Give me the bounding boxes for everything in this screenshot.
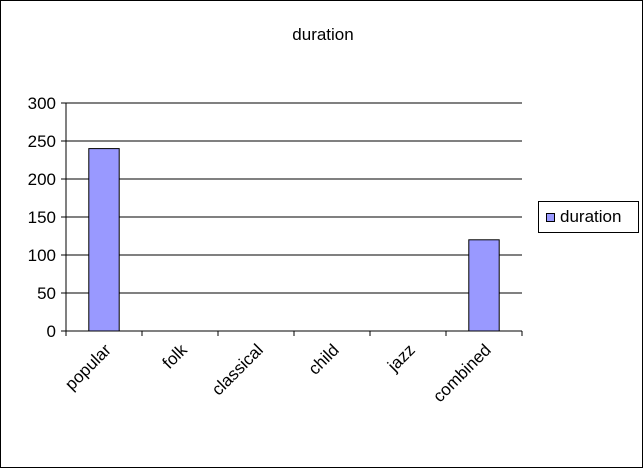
- y-tick-label: 300: [28, 94, 56, 113]
- x-tick-label-jazz: jazz: [383, 340, 419, 376]
- bar-combined: [468, 239, 500, 332]
- y-tick-label: 200: [28, 170, 56, 189]
- bar-popular: [88, 148, 120, 332]
- x-tick-labels: popular folk classical child jazz combined: [61, 340, 495, 406]
- y-tick-labels: 0 50 100 150 200 250 300: [28, 94, 56, 341]
- y-tick-label: 250: [28, 132, 56, 151]
- x-tick-label-popular: popular: [61, 340, 115, 394]
- gridlines: [66, 102, 522, 294]
- x-tick-label-child: child: [305, 340, 343, 378]
- x-tick-label-combined: combined: [429, 340, 495, 406]
- legend-swatch-duration: [546, 213, 555, 222]
- y-tick-label: 0: [47, 322, 56, 341]
- y-tick-label: 50: [37, 284, 56, 303]
- bars: [88, 148, 500, 332]
- chart-title: duration: [292, 25, 353, 44]
- y-tick-label: 100: [28, 246, 56, 265]
- x-tick-label-folk: folk: [159, 340, 191, 372]
- axes: [61, 102, 523, 336]
- x-tick-label-classical: classical: [208, 340, 267, 399]
- legend: duration: [538, 201, 639, 233]
- y-tick-label: 150: [28, 208, 56, 227]
- legend-label-duration: duration: [560, 207, 622, 226]
